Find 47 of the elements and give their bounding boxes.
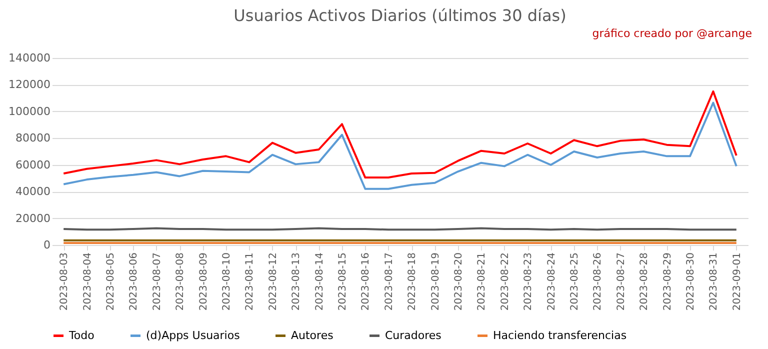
x-tick-label: 2023-08-11 [244,252,256,311]
legend-label: Haciendo transferencias [493,328,627,342]
x-tick-label: 2023-08-26 [592,252,604,311]
line-series [62,102,738,190]
legend-label: Todo [68,328,95,342]
chart-title: Usuarios Activos Diarios (últimos 30 días) [234,6,566,25]
x-tick-label: 2023-08-15 [338,252,348,311]
x-tick-label: 2023-08-08 [175,252,186,311]
x-tick-label: 2023-08-04 [82,252,94,311]
x-tick-label: 2023-08-14 [314,252,326,311]
x-tick-label: 2023-08-10 [222,252,232,311]
x-tick-label: 2023-08-19 [430,252,442,311]
x-tick-label: 2023-08-28 [639,252,650,311]
x-tick-label: 2023-08-30 [686,252,696,311]
x-tick-label: 2023-08-12 [268,252,279,311]
x-tick-label: 2023-08-20 [454,252,464,311]
x-tick-label: 2023-08-22 [500,252,511,311]
y-tick-label: 140000 [8,52,50,64]
x-tick-label: 2023-08-09 [198,252,210,311]
y-tick-label: 40000 [16,185,50,198]
line-series [62,90,738,179]
y-tick-label: 80000 [16,132,50,145]
x-tick-label: 2023-08-27 [616,252,627,311]
x-tick-label: 2023-08-21 [476,252,488,311]
x-tick-label: 2023-08-23 [523,252,534,311]
legend-label: Autores [291,328,334,342]
y-tick-label: 20000 [16,212,50,225]
x-tick-label: 2023-08-17 [384,252,395,311]
text: gráfico creado por @arcange [592,27,752,40]
x-tick-label: 2023-08-05 [106,252,116,311]
y-tick-label: 120000 [8,78,50,92]
x-tick-label: 2023-08-25 [570,252,580,311]
legend-label: (d)Apps Usuarios [146,328,240,342]
x-tick-label: 2023-08-18 [407,252,418,311]
x-tick-label: 2023-08-29 [662,252,674,311]
x-tick-label: 2023-08-03 [59,252,70,311]
y-tick-label: 100000 [8,104,50,118]
x-tick-label: 2023-08-13 [291,252,302,311]
x-tick-label: 2023-09-01 [732,252,743,311]
x-tick-label: 2023-08-06 [128,252,140,311]
x-tick-label: 2023-08-16 [360,252,372,311]
x-tick-label: 2023-08-24 [546,252,558,311]
y-tick-label: 60000 [16,158,50,172]
x-tick-label: 2023-08-31 [708,252,720,311]
legend-label: Curadores [385,328,442,342]
y-tick-label: 0 [44,238,50,252]
x-tick-label: 2023-08-07 [152,252,163,311]
